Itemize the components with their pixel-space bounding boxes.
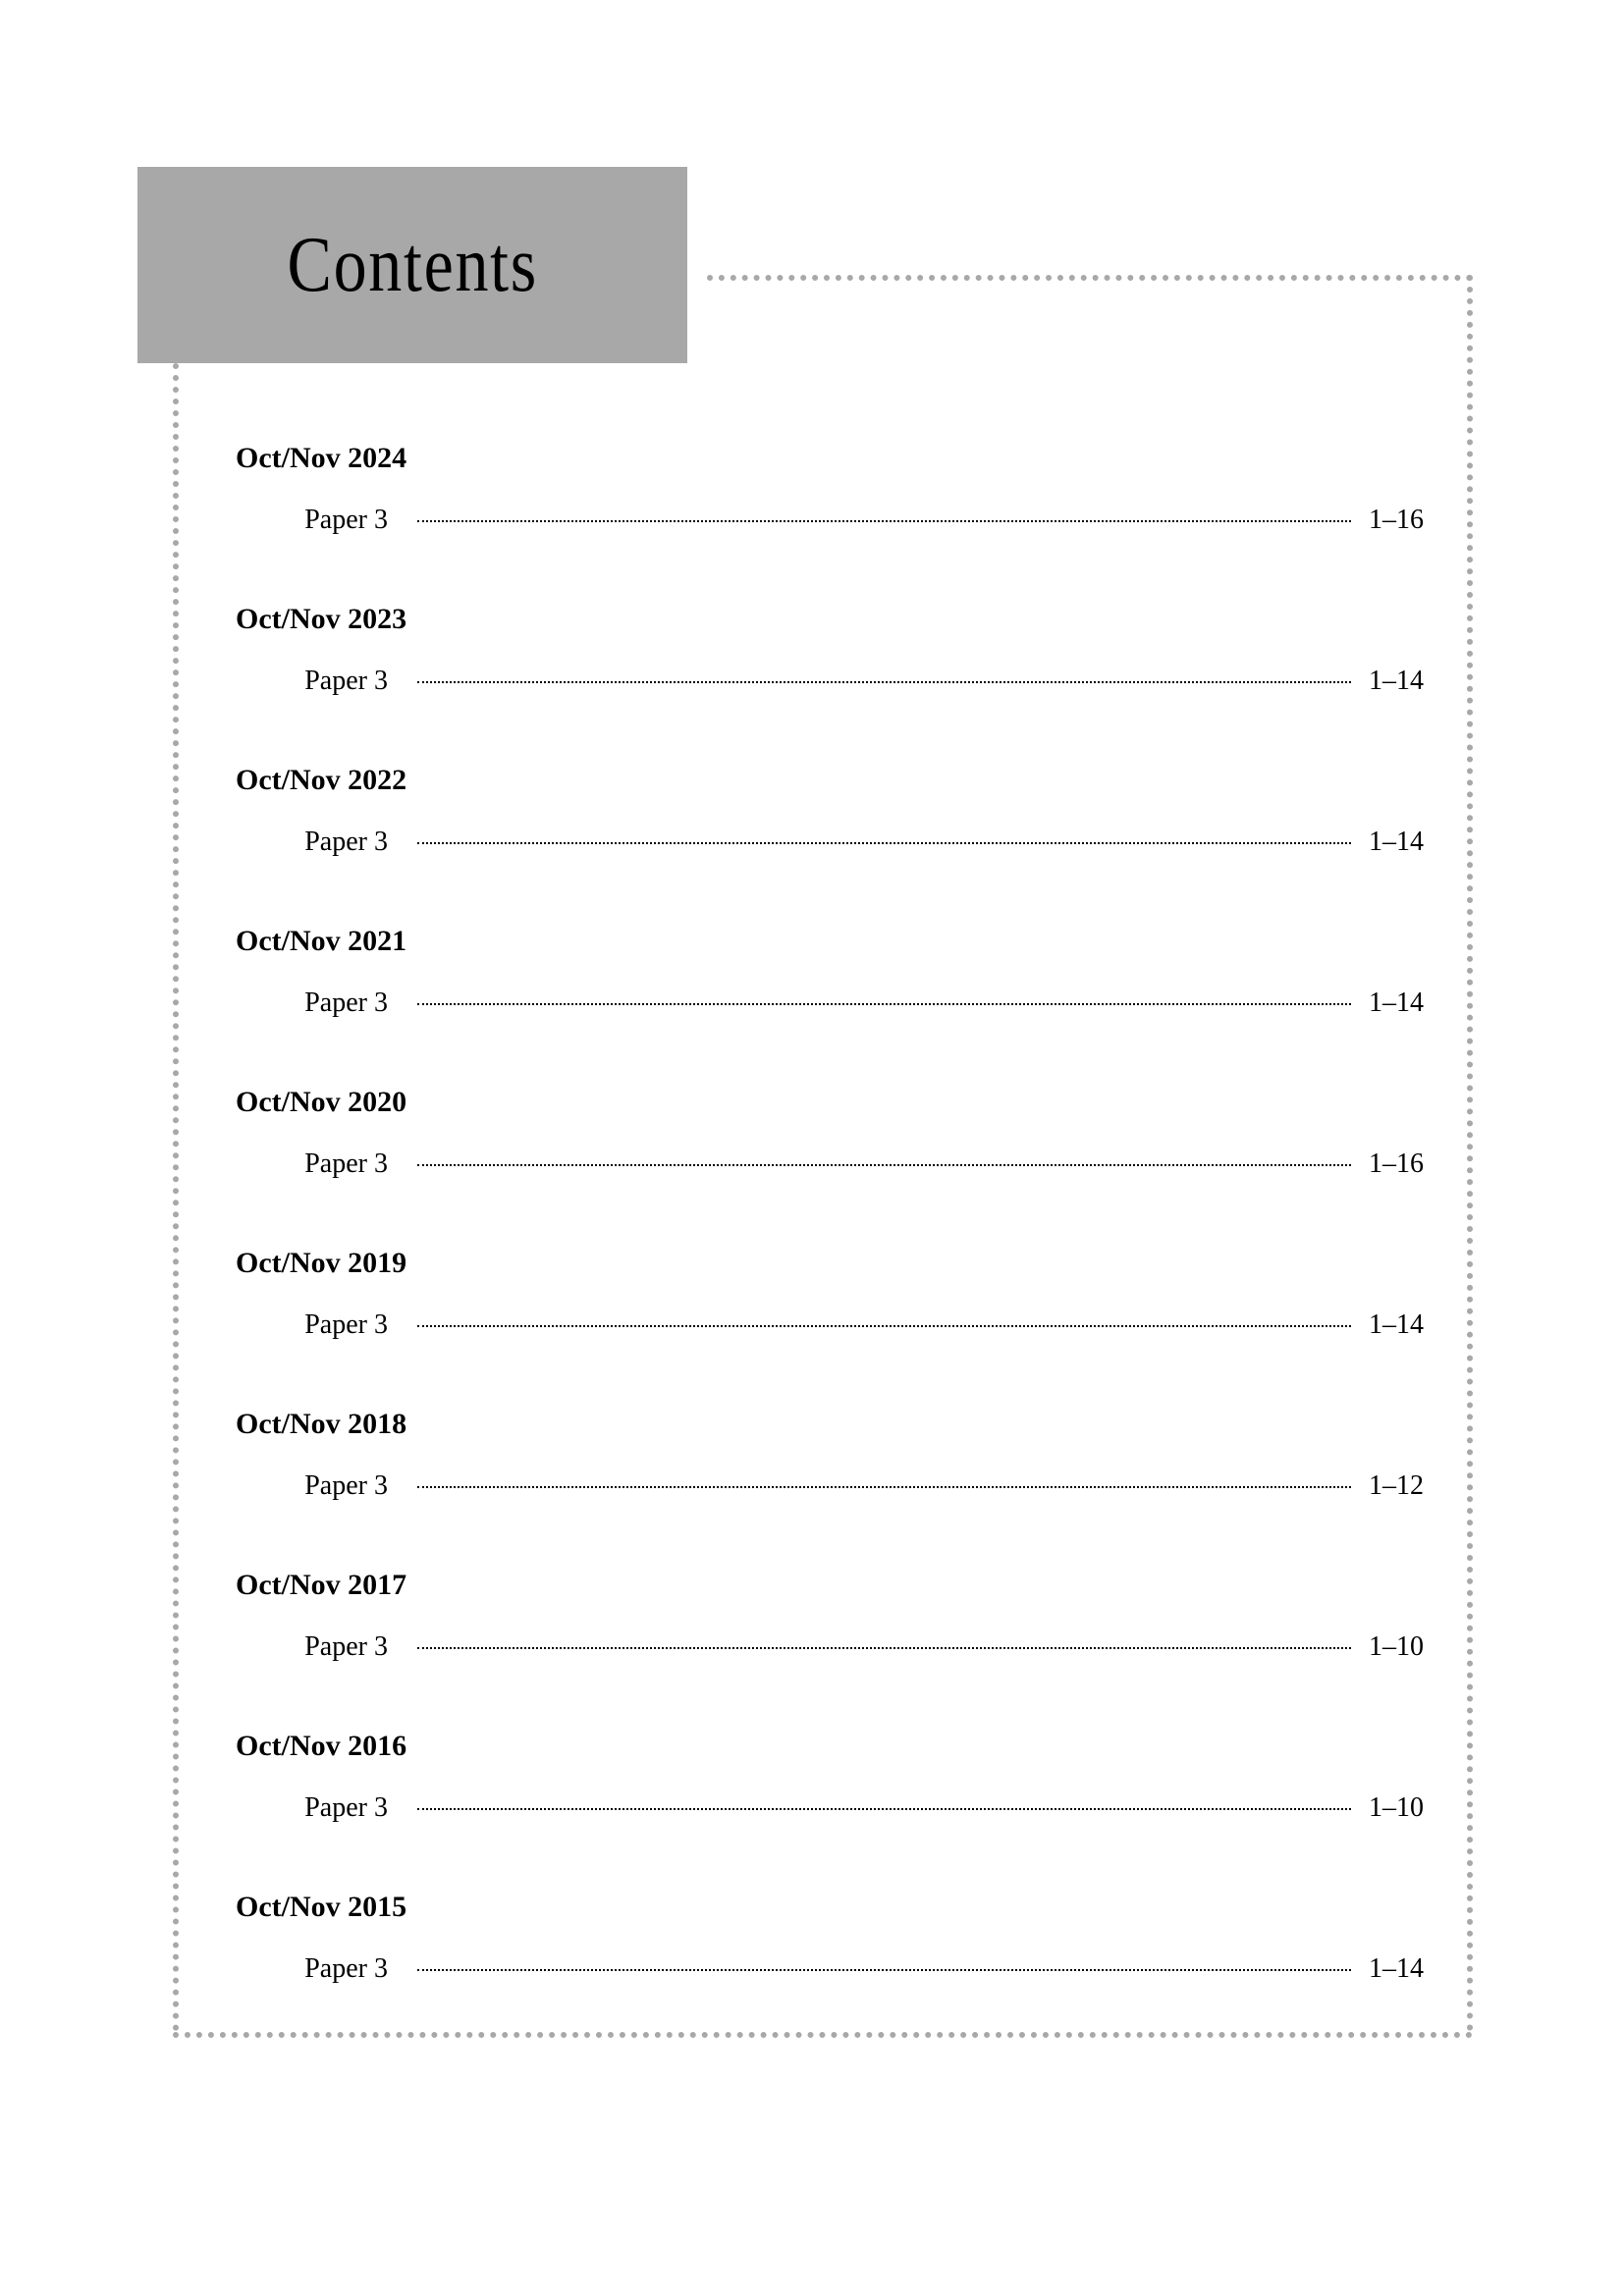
toc-paper-label: Paper 3 xyxy=(236,1470,417,1502)
toc-page-range: 1–14 xyxy=(1369,1953,1424,1985)
toc-line: Paper 3 1–10 xyxy=(236,1792,1424,1824)
toc-heading: Oct/Nov 2018 xyxy=(236,1408,1424,1441)
toc-page-range: 1–14 xyxy=(1369,1309,1424,1341)
page-title: Contents xyxy=(287,221,537,310)
toc-heading: Oct/Nov 2022 xyxy=(236,764,1424,797)
toc-heading: Oct/Nov 2017 xyxy=(236,1569,1424,1602)
toc-page-range: 1–16 xyxy=(1369,1148,1424,1180)
toc-heading: Oct/Nov 2020 xyxy=(236,1086,1424,1119)
toc-entry: Oct/Nov 2019 Paper 3 1–14 xyxy=(236,1247,1424,1341)
toc-leader-dots xyxy=(417,1969,1351,1971)
title-box: Contents xyxy=(137,167,687,363)
toc-leader-dots xyxy=(417,681,1351,683)
toc-paper-label: Paper 3 xyxy=(236,1309,417,1341)
toc-paper-label: Paper 3 xyxy=(236,988,417,1019)
toc-entry: Oct/Nov 2018 Paper 3 1–12 xyxy=(236,1408,1424,1502)
toc-page-range: 1–16 xyxy=(1369,505,1424,536)
toc-heading: Oct/Nov 2019 xyxy=(236,1247,1424,1280)
toc-paper-label: Paper 3 xyxy=(236,505,417,536)
toc-line: Paper 3 1–14 xyxy=(236,1953,1424,1985)
toc-entry: Oct/Nov 2022 Paper 3 1–14 xyxy=(236,764,1424,858)
toc-paper-label: Paper 3 xyxy=(236,827,417,858)
toc-leader-dots xyxy=(417,842,1351,844)
toc-paper-label: Paper 3 xyxy=(236,1631,417,1663)
toc-leader-dots xyxy=(417,1808,1351,1810)
toc-container: Oct/Nov 2024 Paper 3 1–16 Oct/Nov 2023 P… xyxy=(236,442,1424,2052)
toc-entry: Oct/Nov 2020 Paper 3 1–16 xyxy=(236,1086,1424,1180)
toc-line: Paper 3 1–10 xyxy=(236,1631,1424,1663)
toc-entry: Oct/Nov 2021 Paper 3 1–14 xyxy=(236,925,1424,1019)
toc-leader-dots xyxy=(417,1164,1351,1166)
toc-page-range: 1–14 xyxy=(1369,988,1424,1019)
dotted-border-right xyxy=(1467,275,1473,2032)
toc-leader-dots xyxy=(417,520,1351,522)
toc-heading: Oct/Nov 2023 xyxy=(236,603,1424,636)
toc-heading: Oct/Nov 2015 xyxy=(236,1891,1424,1924)
dotted-border-left xyxy=(173,363,179,2032)
toc-paper-label: Paper 3 xyxy=(236,1792,417,1824)
toc-line: Paper 3 1–14 xyxy=(236,666,1424,697)
toc-line: Paper 3 1–14 xyxy=(236,827,1424,858)
toc-page-range: 1–14 xyxy=(1369,666,1424,697)
toc-line: Paper 3 1–16 xyxy=(236,505,1424,536)
toc-heading: Oct/Nov 2016 xyxy=(236,1730,1424,1763)
toc-entry: Oct/Nov 2015 Paper 3 1–14 xyxy=(236,1891,1424,1985)
toc-entry: Oct/Nov 2016 Paper 3 1–10 xyxy=(236,1730,1424,1824)
toc-paper-label: Paper 3 xyxy=(236,1148,417,1180)
toc-page-range: 1–12 xyxy=(1369,1470,1424,1502)
toc-leader-dots xyxy=(417,1647,1351,1649)
toc-leader-dots xyxy=(417,1325,1351,1327)
toc-leader-dots xyxy=(417,1486,1351,1488)
toc-heading: Oct/Nov 2021 xyxy=(236,925,1424,958)
toc-paper-label: Paper 3 xyxy=(236,666,417,697)
toc-entry: Oct/Nov 2024 Paper 3 1–16 xyxy=(236,442,1424,536)
toc-page-range: 1–10 xyxy=(1369,1792,1424,1824)
toc-paper-label: Paper 3 xyxy=(236,1953,417,1985)
toc-heading: Oct/Nov 2024 xyxy=(236,442,1424,475)
toc-line: Paper 3 1–14 xyxy=(236,988,1424,1019)
toc-line: Paper 3 1–16 xyxy=(236,1148,1424,1180)
dotted-border-top xyxy=(707,275,1473,281)
toc-page-range: 1–14 xyxy=(1369,827,1424,858)
toc-line: Paper 3 1–12 xyxy=(236,1470,1424,1502)
toc-leader-dots xyxy=(417,1003,1351,1005)
toc-entry: Oct/Nov 2023 Paper 3 1–14 xyxy=(236,603,1424,697)
toc-page-range: 1–10 xyxy=(1369,1631,1424,1663)
toc-entry: Oct/Nov 2017 Paper 3 1–10 xyxy=(236,1569,1424,1663)
toc-line: Paper 3 1–14 xyxy=(236,1309,1424,1341)
